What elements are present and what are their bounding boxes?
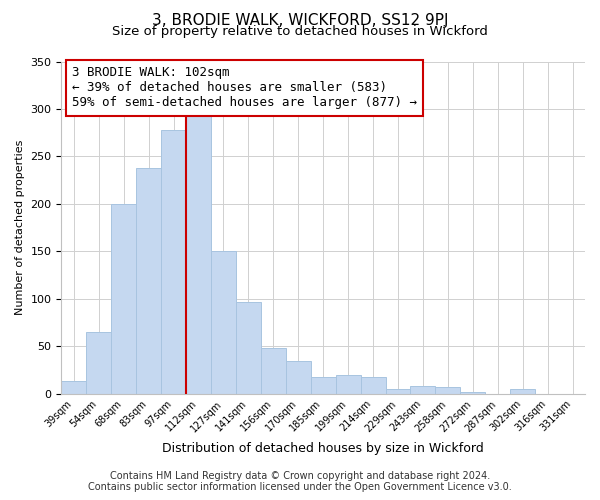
Text: 3 BRODIE WALK: 102sqm
← 39% of detached houses are smaller (583)
59% of semi-det: 3 BRODIE WALK: 102sqm ← 39% of detached … — [72, 66, 417, 110]
Bar — [61, 382, 86, 394]
Bar — [136, 168, 161, 394]
Bar — [510, 389, 535, 394]
Bar — [311, 376, 335, 394]
Text: Contains HM Land Registry data © Crown copyright and database right 2024.
Contai: Contains HM Land Registry data © Crown c… — [88, 471, 512, 492]
Bar — [335, 375, 361, 394]
Bar — [410, 386, 436, 394]
Text: Size of property relative to detached houses in Wickford: Size of property relative to detached ho… — [112, 25, 488, 38]
Bar — [186, 116, 211, 394]
Bar — [361, 376, 386, 394]
Bar — [161, 130, 186, 394]
Y-axis label: Number of detached properties: Number of detached properties — [15, 140, 25, 316]
Bar — [261, 348, 286, 394]
Bar — [111, 204, 136, 394]
X-axis label: Distribution of detached houses by size in Wickford: Distribution of detached houses by size … — [163, 442, 484, 455]
Bar — [386, 389, 410, 394]
Bar — [236, 302, 261, 394]
Bar — [211, 252, 236, 394]
Bar — [460, 392, 485, 394]
Bar — [436, 387, 460, 394]
Text: 3, BRODIE WALK, WICKFORD, SS12 9PJ: 3, BRODIE WALK, WICKFORD, SS12 9PJ — [152, 12, 448, 28]
Bar — [286, 360, 311, 394]
Bar — [86, 332, 111, 394]
